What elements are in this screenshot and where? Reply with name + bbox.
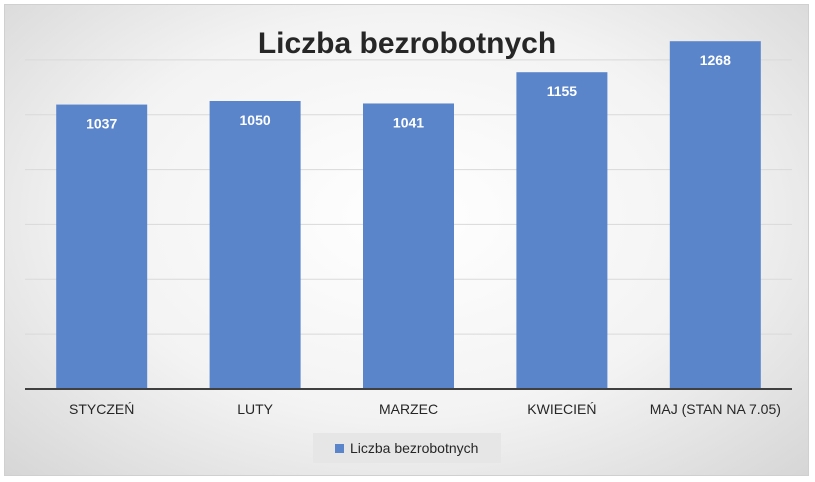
category-label-1: LUTY: [237, 401, 273, 417]
legend-background: [313, 433, 501, 463]
bar-0: [56, 104, 148, 390]
category-label-0: STYCZEŃ: [69, 401, 134, 417]
category-label-4: MAJ (STAN NA 7.05): [650, 401, 781, 417]
category-labels: STYCZEŃ LUTY MARZEC KWIECIEŃ MAJ (STAN NA 7.…: [69, 401, 781, 417]
legend-swatch: [335, 444, 344, 453]
category-label-2: MARZEC: [379, 401, 438, 417]
bar-chart: Liczba bezrobotnych 1037 1050 1041 1155 1268…: [25, 27, 792, 463]
data-label-0: 1037: [86, 116, 117, 132]
data-label-1: 1050: [240, 112, 271, 128]
data-label-3: 1155: [547, 83, 578, 99]
bar-3: [516, 72, 608, 389]
bar-4: [669, 41, 761, 389]
chart-area: Liczba bezrobotnych 1037 1050 1041 1155 1268…: [4, 4, 809, 476]
data-label-4: 1268: [700, 52, 731, 68]
chart-title: Liczba bezrobotnych: [258, 27, 556, 60]
legend-label: Liczba bezrobotnych: [350, 440, 478, 456]
category-label-3: KWIECIEŃ: [527, 401, 596, 417]
bar-1: [209, 101, 301, 389]
data-label-2: 1041: [393, 114, 424, 130]
bars: 1037 1050 1041 1155 1268: [56, 41, 761, 390]
bar-2: [363, 103, 454, 390]
legend: Liczba bezrobotnych: [313, 433, 501, 463]
